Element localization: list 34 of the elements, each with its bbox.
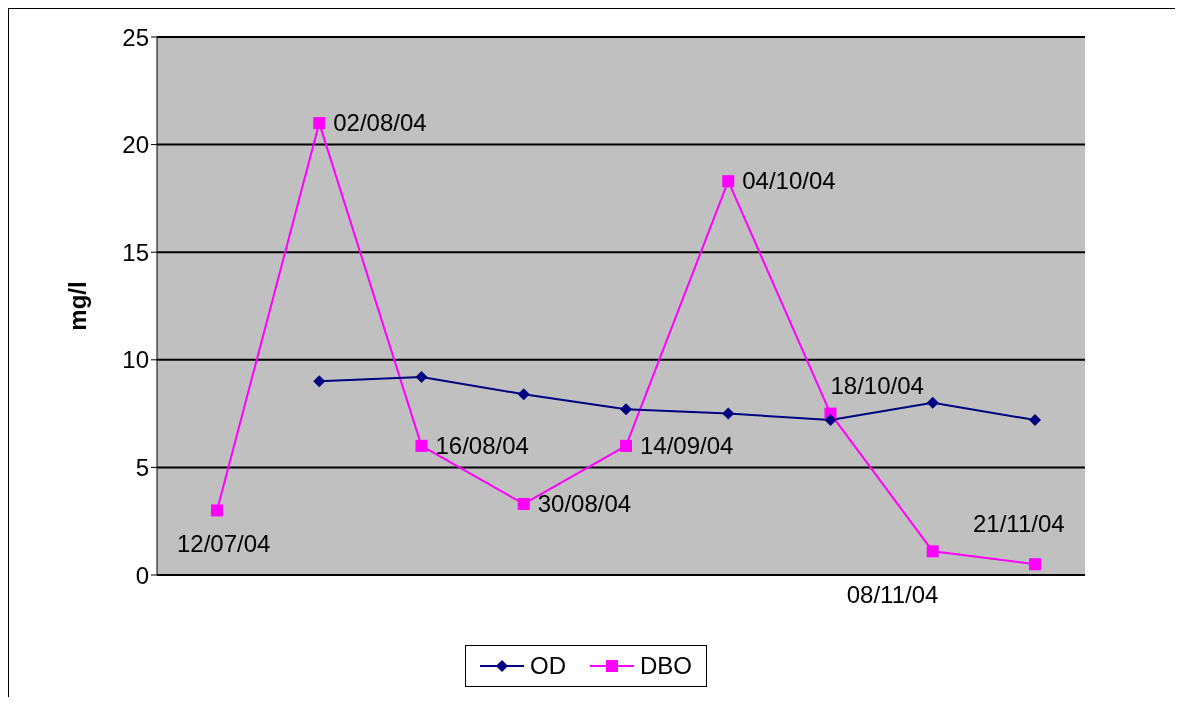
data-label: 18/10/04 — [830, 371, 924, 399]
point — [926, 396, 939, 409]
data-label: 12/07/04 — [177, 530, 271, 558]
point — [824, 414, 837, 427]
point — [415, 371, 428, 384]
data-label: 02/08/04 — [333, 109, 427, 137]
point — [415, 439, 428, 452]
y-tick-label: 20 — [122, 131, 149, 159]
point — [722, 175, 735, 188]
point — [517, 388, 530, 401]
point — [313, 117, 326, 130]
data-label: 30/08/04 — [537, 489, 632, 517]
point — [620, 403, 632, 416]
data-label: 14/09/04 — [640, 431, 734, 459]
data-label: 04/10/04 — [742, 167, 836, 195]
y-tick-label: 25 — [122, 23, 149, 51]
point — [211, 504, 223, 517]
y-tick-label: 10 — [122, 346, 149, 374]
data-label: 08/11/04 — [846, 581, 939, 609]
point — [1029, 558, 1041, 571]
point — [313, 375, 326, 388]
point — [517, 497, 530, 510]
legend-label: OD — [529, 652, 566, 680]
point — [620, 439, 632, 452]
legend-label: DBO — [639, 652, 692, 680]
y-tick-label: 5 — [135, 453, 149, 481]
point — [926, 545, 939, 558]
data-label: 21/11/04 — [973, 510, 1065, 538]
y-axis-title: mg/l — [63, 281, 91, 331]
y-tick-label: 0 — [135, 561, 149, 589]
data-label: 16/08/04 — [435, 431, 529, 459]
point — [1029, 414, 1041, 427]
point — [722, 407, 735, 420]
y-tick-label: 15 — [122, 238, 149, 266]
